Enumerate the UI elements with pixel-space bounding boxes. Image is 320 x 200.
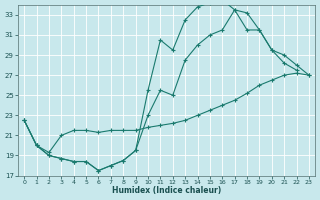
X-axis label: Humidex (Indice chaleur): Humidex (Indice chaleur) — [112, 186, 221, 195]
